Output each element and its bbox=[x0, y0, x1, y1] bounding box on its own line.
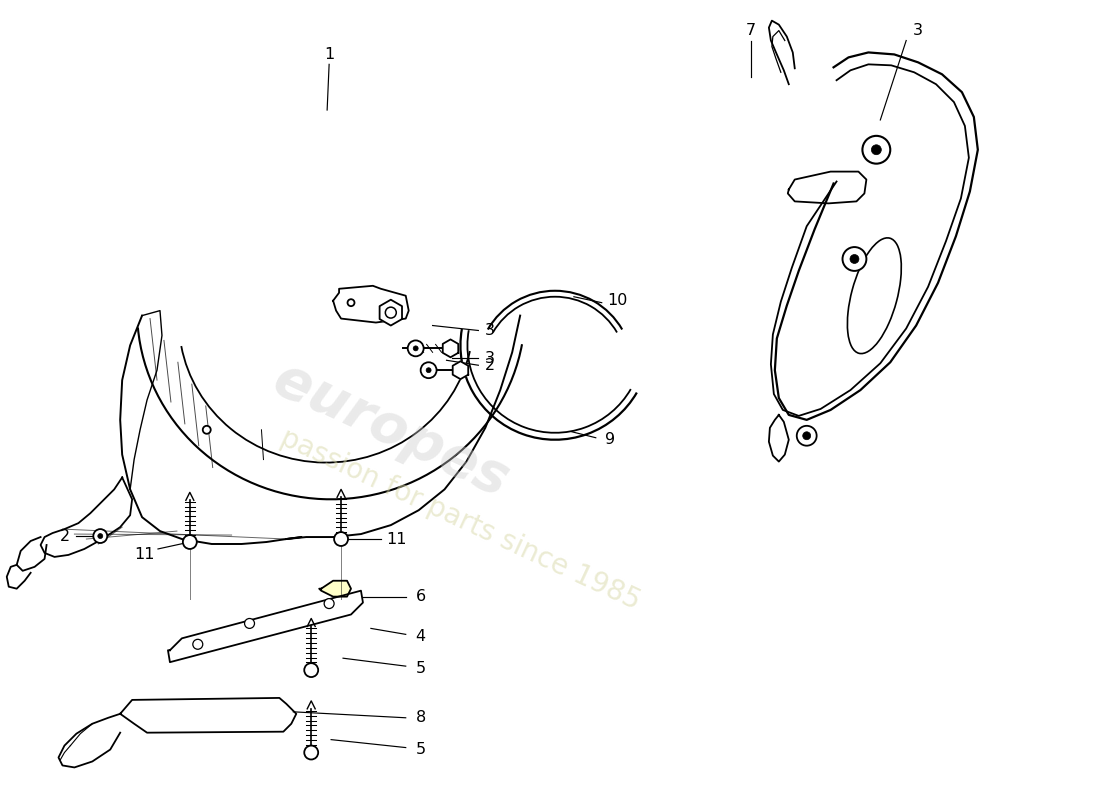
Circle shape bbox=[348, 299, 354, 306]
Polygon shape bbox=[453, 362, 469, 379]
Circle shape bbox=[202, 426, 211, 434]
Circle shape bbox=[305, 663, 318, 677]
Circle shape bbox=[796, 426, 816, 446]
Circle shape bbox=[426, 368, 431, 373]
Text: 5: 5 bbox=[416, 661, 426, 676]
Circle shape bbox=[850, 254, 859, 263]
Text: 2: 2 bbox=[485, 358, 495, 373]
Circle shape bbox=[862, 136, 890, 164]
Circle shape bbox=[803, 432, 811, 440]
Circle shape bbox=[244, 618, 254, 629]
Text: 3: 3 bbox=[485, 323, 495, 338]
Text: 3: 3 bbox=[485, 350, 495, 366]
Circle shape bbox=[94, 529, 107, 543]
Circle shape bbox=[871, 145, 881, 154]
Circle shape bbox=[843, 247, 867, 271]
Text: 2: 2 bbox=[59, 529, 69, 543]
Circle shape bbox=[408, 341, 424, 356]
Text: passion for parts since 1985: passion for parts since 1985 bbox=[276, 423, 645, 615]
Circle shape bbox=[334, 532, 348, 546]
Polygon shape bbox=[379, 300, 401, 326]
Polygon shape bbox=[333, 286, 409, 322]
Circle shape bbox=[305, 746, 318, 759]
Circle shape bbox=[414, 346, 418, 351]
Circle shape bbox=[385, 307, 396, 318]
Polygon shape bbox=[168, 590, 363, 662]
Text: 1: 1 bbox=[324, 47, 334, 62]
Circle shape bbox=[420, 362, 437, 378]
Circle shape bbox=[183, 535, 197, 549]
Text: 8: 8 bbox=[416, 710, 426, 726]
Text: 3: 3 bbox=[913, 23, 923, 38]
Text: 10: 10 bbox=[607, 293, 628, 308]
Polygon shape bbox=[788, 171, 867, 203]
Circle shape bbox=[324, 598, 334, 609]
Polygon shape bbox=[120, 698, 296, 733]
Text: 7: 7 bbox=[746, 23, 756, 38]
Text: 11: 11 bbox=[134, 547, 154, 562]
Polygon shape bbox=[319, 581, 351, 597]
Circle shape bbox=[98, 534, 102, 538]
Text: 11: 11 bbox=[386, 531, 407, 546]
Polygon shape bbox=[443, 339, 459, 358]
Text: 9: 9 bbox=[605, 432, 615, 447]
Circle shape bbox=[192, 639, 202, 650]
Text: europes: europes bbox=[265, 352, 517, 508]
Text: 4: 4 bbox=[416, 629, 426, 644]
Text: 5: 5 bbox=[416, 742, 426, 757]
Text: 6: 6 bbox=[416, 589, 426, 604]
